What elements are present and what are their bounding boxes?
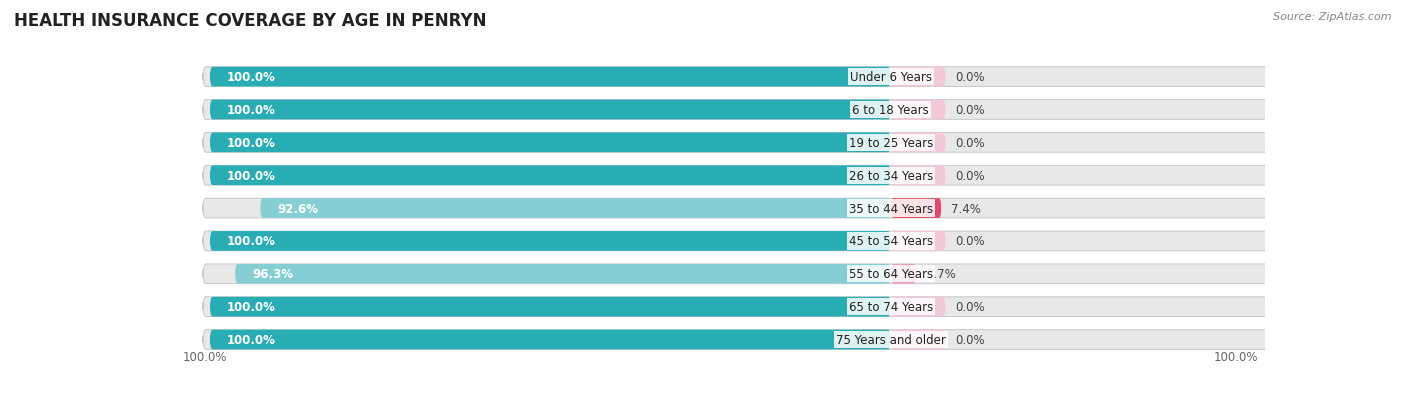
Text: 100.0%: 100.0% xyxy=(226,300,276,313)
Text: 100.0%: 100.0% xyxy=(226,333,276,346)
Text: 19 to 25 Years: 19 to 25 Years xyxy=(849,137,934,150)
FancyBboxPatch shape xyxy=(202,133,1406,153)
FancyBboxPatch shape xyxy=(209,68,891,87)
Text: 0.0%: 0.0% xyxy=(956,137,986,150)
FancyBboxPatch shape xyxy=(891,100,945,120)
Text: 0.0%: 0.0% xyxy=(956,333,986,346)
FancyBboxPatch shape xyxy=(209,133,891,153)
FancyBboxPatch shape xyxy=(891,232,945,251)
FancyBboxPatch shape xyxy=(891,133,945,153)
Text: 65 to 74 Years: 65 to 74 Years xyxy=(849,300,934,313)
Text: 92.6%: 92.6% xyxy=(277,202,318,215)
FancyBboxPatch shape xyxy=(202,199,1406,218)
FancyBboxPatch shape xyxy=(209,232,891,251)
Text: 100.0%: 100.0% xyxy=(226,235,276,248)
Text: 45 to 54 Years: 45 to 54 Years xyxy=(849,235,934,248)
Text: 100.0%: 100.0% xyxy=(226,71,276,84)
FancyBboxPatch shape xyxy=(891,330,945,349)
Text: 35 to 44 Years: 35 to 44 Years xyxy=(849,202,934,215)
FancyBboxPatch shape xyxy=(235,264,891,284)
Text: Source: ZipAtlas.com: Source: ZipAtlas.com xyxy=(1274,12,1392,22)
Text: 75 Years and older: 75 Years and older xyxy=(837,333,946,346)
Text: Under 6 Years: Under 6 Years xyxy=(849,71,932,84)
FancyBboxPatch shape xyxy=(202,264,1406,284)
FancyBboxPatch shape xyxy=(202,68,1406,87)
FancyBboxPatch shape xyxy=(202,297,1406,317)
FancyBboxPatch shape xyxy=(202,232,1406,251)
Text: 100.0%: 100.0% xyxy=(183,350,226,363)
Text: 7.4%: 7.4% xyxy=(952,202,981,215)
FancyBboxPatch shape xyxy=(891,264,917,284)
FancyBboxPatch shape xyxy=(209,100,891,120)
FancyBboxPatch shape xyxy=(202,100,1406,120)
FancyBboxPatch shape xyxy=(891,166,945,185)
Text: 6 to 18 Years: 6 to 18 Years xyxy=(852,104,929,117)
FancyBboxPatch shape xyxy=(202,166,1406,185)
Text: 55 to 64 Years: 55 to 64 Years xyxy=(849,268,934,280)
Text: 100.0%: 100.0% xyxy=(1215,350,1258,363)
FancyBboxPatch shape xyxy=(891,199,941,218)
Text: 100.0%: 100.0% xyxy=(226,137,276,150)
Text: HEALTH INSURANCE COVERAGE BY AGE IN PENRYN: HEALTH INSURANCE COVERAGE BY AGE IN PENR… xyxy=(14,12,486,30)
Text: 0.0%: 0.0% xyxy=(956,169,986,182)
Text: 0.0%: 0.0% xyxy=(956,71,986,84)
Text: 100.0%: 100.0% xyxy=(226,104,276,117)
FancyBboxPatch shape xyxy=(209,297,891,317)
Text: 0.0%: 0.0% xyxy=(956,104,986,117)
FancyBboxPatch shape xyxy=(209,330,891,349)
FancyBboxPatch shape xyxy=(202,330,1406,349)
FancyBboxPatch shape xyxy=(891,68,945,87)
FancyBboxPatch shape xyxy=(260,199,891,218)
FancyBboxPatch shape xyxy=(891,297,945,317)
Text: 26 to 34 Years: 26 to 34 Years xyxy=(849,169,934,182)
FancyBboxPatch shape xyxy=(209,166,891,185)
Text: 3.7%: 3.7% xyxy=(927,268,956,280)
Text: 0.0%: 0.0% xyxy=(956,300,986,313)
Text: 100.0%: 100.0% xyxy=(226,169,276,182)
Text: 96.3%: 96.3% xyxy=(252,268,292,280)
Text: 0.0%: 0.0% xyxy=(956,235,986,248)
